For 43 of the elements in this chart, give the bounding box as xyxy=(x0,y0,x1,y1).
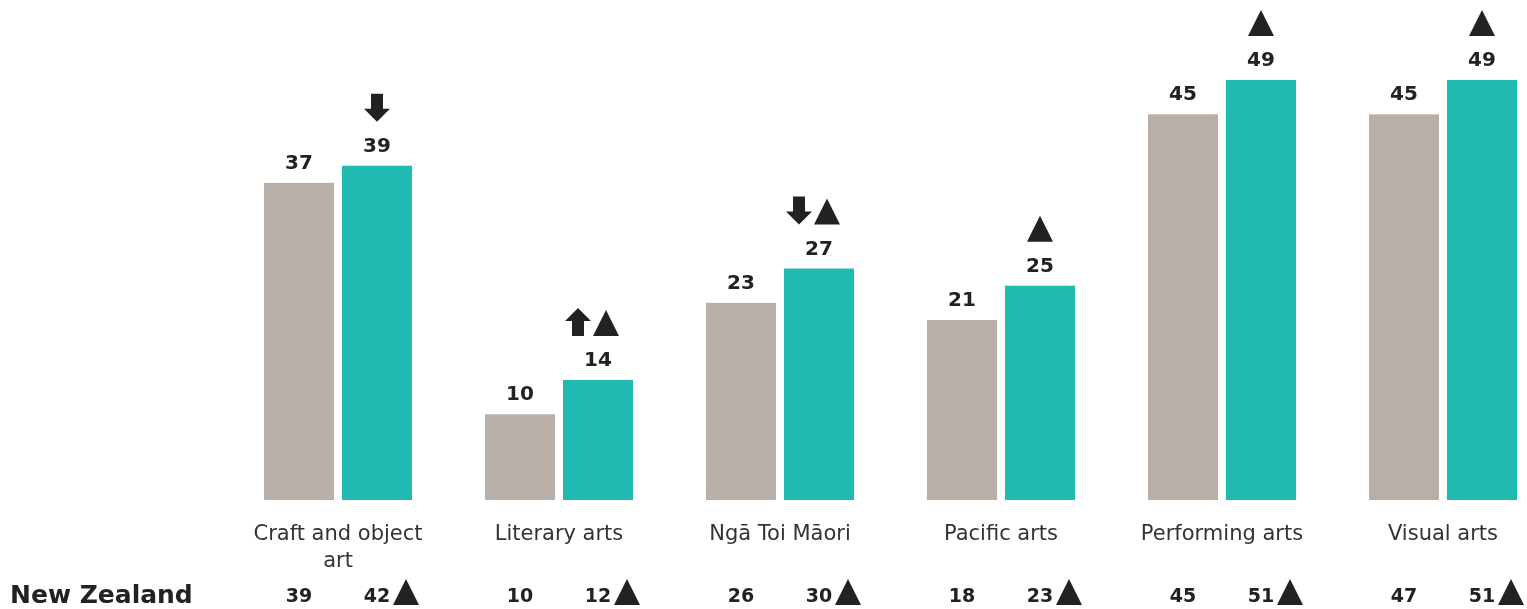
text: 26 xyxy=(727,584,755,606)
text: 23 xyxy=(1026,584,1054,606)
text: 51 xyxy=(1468,584,1496,606)
data-label: 27 xyxy=(805,235,833,260)
data-label: 37 xyxy=(285,149,313,174)
data-label: 21 xyxy=(948,287,976,311)
text: 30 xyxy=(805,584,833,606)
bar xyxy=(1226,80,1296,500)
x-tick-label: Pacific arts xyxy=(943,521,1059,545)
bar xyxy=(563,380,633,500)
data-label: 14 xyxy=(584,347,612,371)
data-label: 45 xyxy=(1169,81,1197,106)
text: 39 xyxy=(285,584,313,606)
data-label: 49 xyxy=(1468,47,1496,71)
text: 47 xyxy=(1390,584,1418,606)
x-tick-label: Visual arts xyxy=(1387,521,1499,545)
text: 51 xyxy=(1247,584,1275,606)
data-label: 45 xyxy=(1390,81,1418,106)
x-tick-label: Performing arts xyxy=(1140,521,1304,545)
bar xyxy=(706,302,776,500)
bar xyxy=(1447,80,1517,500)
data-label: 23 xyxy=(727,269,755,294)
x-tick-label: Ngā Toi Māori xyxy=(709,521,851,545)
bar xyxy=(1005,285,1075,500)
text: New Zealand xyxy=(10,580,193,609)
data-label: 49 xyxy=(1247,47,1275,71)
bar xyxy=(342,165,412,500)
data-label: 25 xyxy=(1026,252,1054,277)
text: 12 xyxy=(584,584,612,606)
bar xyxy=(927,320,997,500)
bar xyxy=(485,414,555,500)
data-label: 39 xyxy=(363,132,391,157)
text: 45 xyxy=(1169,584,1197,606)
x-tick-label: Literary arts xyxy=(494,521,624,545)
bar xyxy=(1369,114,1439,500)
x-tick-label: Craft and object art xyxy=(253,521,423,572)
data-label: 10 xyxy=(506,381,534,406)
text: 10 xyxy=(506,584,534,606)
text: 42 xyxy=(363,584,391,606)
bar xyxy=(784,268,854,500)
text: 18 xyxy=(948,584,976,606)
bar xyxy=(264,182,334,500)
bar xyxy=(1148,114,1218,500)
